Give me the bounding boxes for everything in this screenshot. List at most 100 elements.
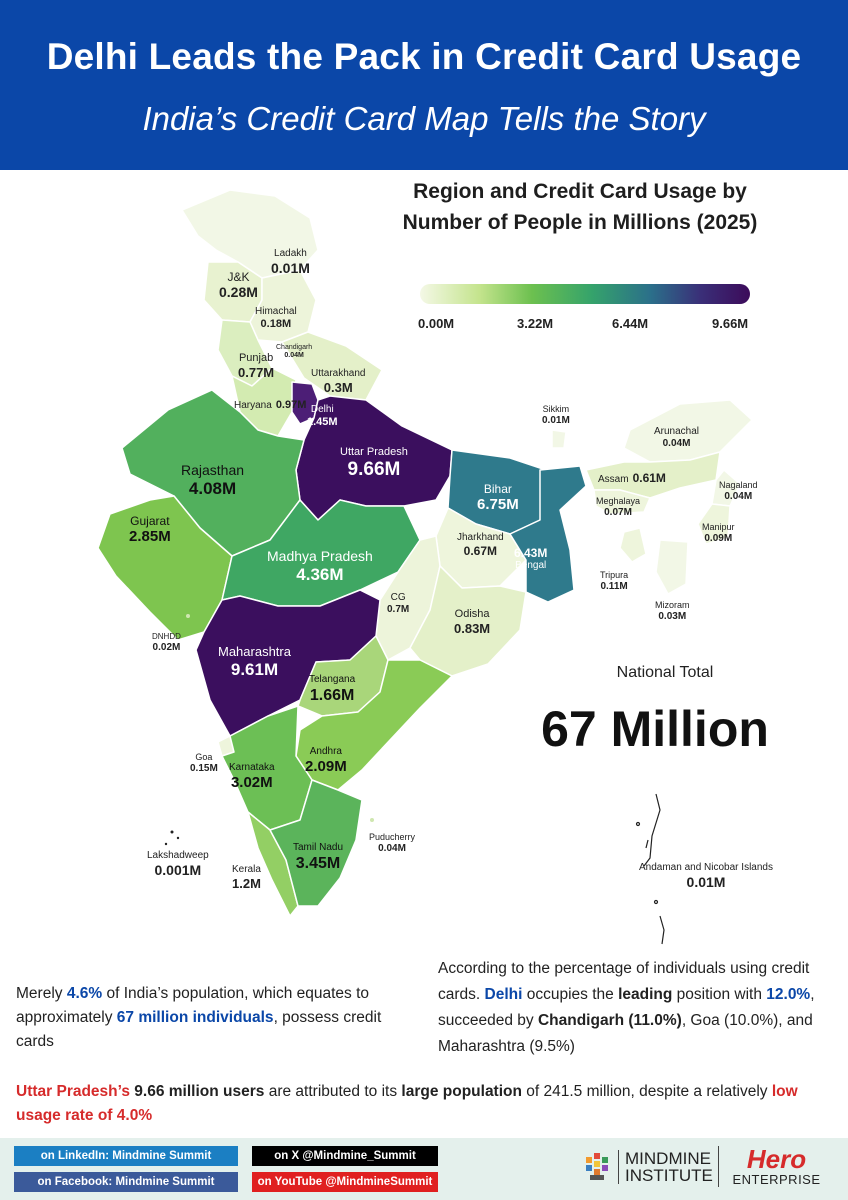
region-lakshadweep — [164, 830, 180, 846]
region-tripura — [619, 527, 647, 563]
region-value: 0.67M — [463, 544, 498, 558]
region-name: Karnataka — [229, 762, 275, 773]
region-label-tamil-nadu: Tamil Nadu 3.45M — [293, 842, 343, 873]
chart-title-line2: Number of People in Millions (2025) — [402, 211, 758, 234]
region-label-jharkhand: Jharkhand 0.67M — [457, 532, 504, 558]
legend-tick-0: 0.00M — [418, 316, 455, 331]
region-value: 0.61M — [632, 471, 666, 485]
youtube-link[interactable]: on YouTube @MindmineSummit — [252, 1172, 438, 1192]
region-label-andhra: Andhra 2.09M — [305, 746, 347, 776]
region-name: Maharashtra — [218, 644, 291, 659]
region-value: 0.15M — [190, 762, 218, 774]
national-total-value: 67 Million — [541, 701, 769, 757]
region-name: Bengal — [515, 560, 547, 572]
chart-title: Region and Credit Card Usage by Number o… — [370, 176, 790, 238]
region-name: Ladakh — [274, 248, 307, 259]
region-name: CG — [390, 592, 406, 603]
region-name: Tripura — [600, 570, 629, 580]
region-andhra — [295, 659, 453, 791]
region-value: 0.04M — [724, 490, 753, 502]
summary-right: According to the percentage of individua… — [438, 960, 815, 1055]
region-value: 0.7M — [387, 604, 410, 615]
region-name: Andaman and Nicobar Islands — [639, 862, 773, 873]
summary-left: Merely 4.6% of India’s population, which… — [16, 985, 382, 1050]
region-label-cg: CG 0.7M — [387, 592, 409, 616]
region-manipur — [697, 503, 731, 545]
region-meghalaya — [593, 489, 651, 515]
region-name: Chandigarh — [276, 344, 313, 351]
region-label-gujarat: Gujarat 2.85M — [129, 514, 171, 546]
region-name: Delhi — [310, 404, 334, 415]
region-value: 0.02M — [152, 641, 181, 653]
region-value: 9.66M — [347, 459, 401, 481]
region-label-maharashtra: Maharashtra 9.61M — [218, 644, 291, 680]
region-label-andaman-and-nicobar-islands: Andaman and Nicobar Islands 0.01M — [639, 862, 773, 891]
region-value: 0.01M — [271, 260, 310, 276]
region-value: 0.18M — [260, 318, 292, 330]
region-value: 2.09M — [305, 758, 347, 775]
linkedin-link[interactable]: on LinkedIn: Mindmine Summit — [14, 1146, 238, 1166]
region-name: Tamil Nadu — [293, 842, 344, 853]
region-label-j-k: J&K 0.28M — [219, 270, 258, 301]
region-label-karnataka: Karnataka 3.02M — [229, 762, 275, 792]
region-label-uttarakhand: Uttarakhand 0.3M — [311, 368, 365, 396]
region-name: Andhra — [309, 746, 342, 757]
region-value: 0.001M — [154, 862, 202, 878]
region-value: 0.11M — [600, 580, 628, 592]
region-name: Manipur — [702, 522, 735, 532]
region-dnhdd — [186, 614, 190, 618]
region-name: Haryana — [234, 400, 272, 411]
region-odisha — [409, 565, 527, 677]
region-name: Rajasthan — [181, 462, 245, 478]
region-label-goa: Goa 0.15M — [190, 752, 218, 775]
region-label-madhya-pradesh: Madhya Pradesh 4.36M — [267, 548, 373, 585]
region-name: Kerala — [232, 864, 261, 875]
region-value: 1.66M — [309, 687, 355, 704]
region-name: Puducherry — [369, 832, 416, 842]
region-label-delhi: Delhi 1.45M — [307, 404, 338, 429]
region-name: Goa — [195, 752, 213, 762]
region-name: Assam — [598, 474, 629, 485]
region-name: Gujarat — [130, 514, 170, 528]
region-value: 0.3M — [323, 380, 353, 395]
region-label-assam: Assam 0.61M — [598, 468, 666, 487]
legend-tick-3: 9.66M — [712, 316, 749, 331]
region-name: Meghalaya — [596, 496, 641, 506]
region-value: 9.61M — [230, 659, 279, 679]
region-label-odisha: Odisha 0.83M — [454, 608, 490, 637]
legend-tick-1: 3.22M — [517, 316, 554, 331]
region-value: 6.75M — [477, 496, 519, 514]
facebook-link[interactable]: on Facebook: Mindmine Summit — [14, 1172, 238, 1192]
region-label-puducherry: Puducherry 0.04M — [369, 832, 415, 855]
national-total-label: National Total — [616, 664, 714, 681]
region-name: Himachal — [255, 306, 297, 317]
region-value: 1.45M — [307, 416, 338, 428]
region-bengal — [509, 465, 587, 603]
hero-enterprise-logo: Hero ENTERPRISE — [718, 1146, 834, 1187]
mindmine-logo: MINDMINE INSTITUTE — [584, 1150, 713, 1184]
region-label-sikkim: Sikkim 0.01M — [542, 404, 570, 427]
region-label-chandigarh: Chandigarh 0.04M — [276, 344, 312, 361]
region-value: 0.03M — [658, 610, 687, 622]
header-banner: Delhi Leads the Pack in Credit Card Usag… — [0, 0, 848, 170]
region-value: 4.08M — [188, 478, 237, 498]
region-label-dnhdd: DNHDD 0.02M — [152, 632, 181, 654]
region-name: Sikkim — [542, 404, 570, 414]
region-label-lakshadweep: Lakshadweep 0.001M — [147, 850, 209, 879]
region-label-nagaland: Nagaland 0.04M — [719, 480, 758, 503]
region-label-bengal: 6.43M Bengal — [514, 546, 547, 572]
region-value: 3.45M — [295, 855, 341, 872]
region-label-kerala: Kerala 1.2M — [232, 864, 261, 892]
region-name: Uttar Pradesh — [340, 446, 408, 458]
region-name: Odisha — [454, 608, 490, 620]
region-value: 4.36M — [296, 564, 344, 584]
x-link[interactable]: on X @Mindmine_Summit — [252, 1146, 438, 1166]
page-subtitle: India’s Credit Card Map Tells the Story — [142, 100, 706, 137]
region-label-manipur: Manipur 0.09M — [702, 522, 735, 545]
region-value: 2.85M — [129, 528, 171, 546]
region-value: 0.04M — [662, 438, 691, 449]
region-label-punjab: Punjab 0.77M — [238, 352, 274, 381]
region-value: 0.28M — [219, 284, 258, 301]
region-value: 0.04M — [284, 352, 304, 360]
region-value: 0.07M — [604, 506, 632, 518]
